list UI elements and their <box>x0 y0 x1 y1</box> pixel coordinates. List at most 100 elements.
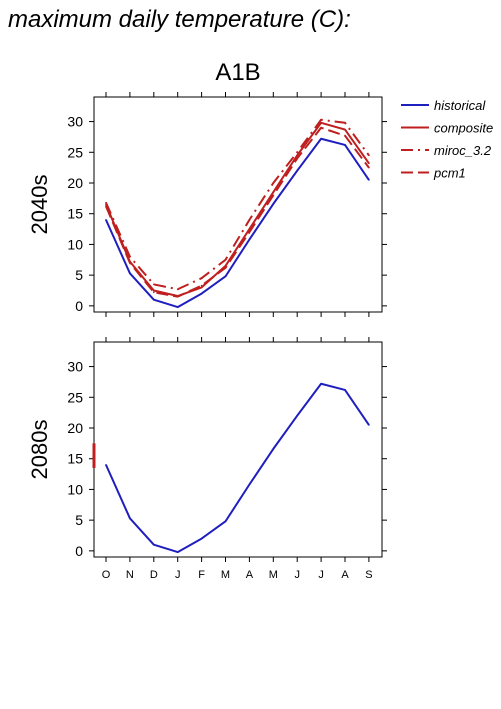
legend-label: pcm1 <box>433 166 466 181</box>
data-point-historical <box>176 306 179 308</box>
data-point-historical <box>200 537 203 540</box>
data-point-miroc_3.2 <box>296 151 299 154</box>
data-point-historical <box>368 424 370 426</box>
data-point-composite <box>320 122 322 124</box>
data-point-historical <box>224 275 227 278</box>
x-tick-label: J <box>318 569 324 581</box>
plot-frame <box>93 96 383 313</box>
data-point-historical <box>129 517 131 520</box>
data-point-miroc_3.2 <box>129 255 131 258</box>
data-point-historical <box>129 272 131 275</box>
data-point-pcm1 <box>320 126 322 129</box>
x-tick-label: M <box>269 569 278 581</box>
data-point-historical <box>272 448 275 450</box>
data-point-pcm1 <box>272 194 275 197</box>
panel-2080s: 0 5 10 15 20 25 30 2080s <box>27 337 387 562</box>
data-point-miroc_3.2 <box>344 122 346 124</box>
data-point-historical <box>153 543 155 546</box>
y-tick-label: 25 <box>67 144 83 160</box>
data-point-miroc_3.2 <box>272 182 275 184</box>
data-point-miroc_3.2 <box>224 258 227 261</box>
y-axis-label: 2040s <box>27 175 52 235</box>
data-point-composite <box>344 128 346 131</box>
y-tick-label: 20 <box>67 420 83 436</box>
x-tick-label: D <box>150 569 158 581</box>
x-tick-label: S <box>365 569 372 581</box>
data-point-historical <box>248 483 251 486</box>
y-tick-label: 5 <box>75 267 83 283</box>
data-point-historical <box>344 389 346 391</box>
data-point-historical <box>296 169 299 172</box>
data-point-pcm1 <box>200 284 203 287</box>
scenario-title: A1B <box>215 59 260 86</box>
x-tick-label: F <box>198 569 205 581</box>
x-tick-label: A <box>246 569 254 581</box>
data-point-historical <box>368 179 370 181</box>
panel-2040s: 0 5 10 15 20 25 30 2040s <box>27 92 387 317</box>
data-point-pcm1 <box>296 157 299 160</box>
series-line-miroc_3.2 <box>105 118 370 291</box>
data-point-pcm1 <box>129 262 131 264</box>
y-tick-label: 30 <box>67 359 83 375</box>
data-point-historical <box>153 298 155 301</box>
data-point-pcm1 <box>176 295 179 298</box>
data-point-pcm1 <box>153 291 155 294</box>
data-point-pcm1 <box>248 231 251 233</box>
data-point-miroc_3.2 <box>320 118 322 121</box>
y-tick-label: 0 <box>75 298 83 314</box>
data-point-historical <box>296 414 299 417</box>
y-axis-label: 2080s <box>27 420 52 480</box>
series-line-composite <box>105 121 370 298</box>
data-point-miroc_3.2 <box>248 219 251 221</box>
y-tick-label: 5 <box>75 512 83 528</box>
data-point-pcm1 <box>344 134 346 137</box>
y-tick-label: 20 <box>67 175 83 191</box>
data-point-composite <box>153 289 155 292</box>
data-point-historical <box>272 203 275 205</box>
y-tick-label: 30 <box>67 114 83 130</box>
data-point-pcm1 <box>105 205 107 208</box>
data-point-miroc_3.2 <box>368 154 370 157</box>
y-tick-label: 25 <box>67 389 83 405</box>
x-tick-label: A <box>341 569 349 581</box>
figure-title: maximum daily temperature (C): <box>8 6 351 33</box>
legend-label: miroc_3.2 <box>434 143 492 158</box>
series-line-historical <box>105 137 370 309</box>
data-point-historical <box>224 520 227 523</box>
data-point-miroc_3.2 <box>105 201 107 204</box>
data-point-miroc_3.2 <box>200 277 203 280</box>
legend-label: composite <box>434 121 493 136</box>
x-tick-label: M <box>221 569 230 581</box>
y-tick-label: 10 <box>67 236 83 252</box>
data-point-historical <box>105 219 107 221</box>
data-point-pcm1 <box>224 266 227 269</box>
x-tick-label: N <box>126 569 134 581</box>
x-tick-label: J <box>175 569 181 581</box>
x-tick-label: O <box>102 569 111 581</box>
y-tick-label: 10 <box>67 481 83 497</box>
data-point-miroc_3.2 <box>153 283 155 286</box>
series-line-historical <box>105 382 370 554</box>
data-point-historical <box>320 382 322 385</box>
plot-frame <box>93 341 383 558</box>
data-point-composite <box>272 191 275 194</box>
legend-label: historical <box>434 98 486 113</box>
legend: historical composite miroc_3.2 pcm1 <box>401 98 493 181</box>
data-point-historical <box>200 292 203 295</box>
data-point-composite <box>296 154 299 157</box>
data-point-pcm1 <box>368 166 370 169</box>
data-point-composite <box>200 286 203 289</box>
data-point-composite <box>368 162 370 165</box>
data-point-composite <box>248 228 251 230</box>
y-tick-label: 0 <box>75 543 83 559</box>
series-line-pcm1 <box>105 126 370 298</box>
data-point-historical <box>320 137 322 140</box>
y-tick-label: 15 <box>67 206 83 222</box>
data-point-historical <box>248 238 251 241</box>
data-point-historical <box>105 464 107 466</box>
data-point-miroc_3.2 <box>176 288 179 291</box>
data-point-historical <box>344 144 346 146</box>
x-tick-label: J <box>294 569 300 581</box>
